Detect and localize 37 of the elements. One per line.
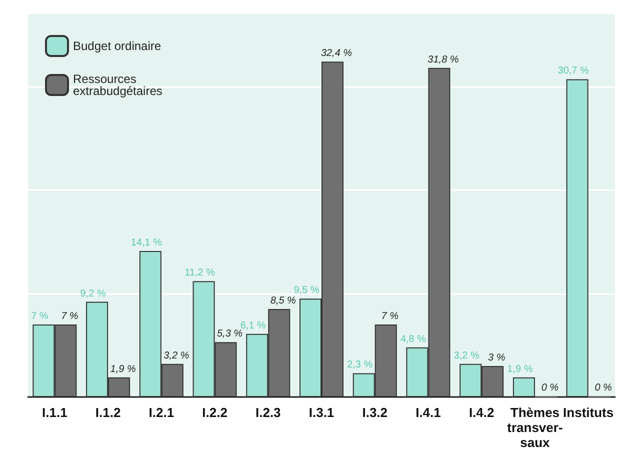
data-label: 3,2 % bbox=[164, 350, 190, 362]
x-tick-label: Instituts bbox=[563, 405, 614, 420]
data-label: 11,2 % bbox=[184, 268, 216, 279]
data-label: 0 % bbox=[594, 382, 612, 394]
bar bbox=[566, 79, 588, 397]
legend-label: Ressources extrabudgétaires bbox=[73, 72, 162, 98]
data-label: 30,7 % bbox=[558, 66, 589, 77]
x-tick-label: I.2.3 bbox=[255, 405, 281, 420]
data-label: 6,1 % bbox=[240, 320, 266, 332]
data-label: 2,3 % bbox=[347, 360, 373, 371]
data-label: 0 % bbox=[541, 382, 559, 394]
x-tick-label: I.4.2 bbox=[468, 405, 494, 420]
x-tick-label: I.1.1 bbox=[42, 405, 68, 420]
data-label: 8,5 % bbox=[270, 296, 296, 307]
data-label: 14,1 % bbox=[130, 238, 162, 249]
data-label: 7 % bbox=[31, 311, 48, 322]
legend-label: Budget ordinaire bbox=[73, 39, 162, 53]
x-tick-label: I.3.2 bbox=[362, 405, 388, 420]
x-tick-label: I.4.1 bbox=[416, 405, 441, 420]
data-label: 31,8 % bbox=[428, 54, 459, 66]
bar bbox=[512, 377, 535, 397]
x-tick-label: I.2.1 bbox=[148, 405, 174, 420]
data-label: 32,4 % bbox=[320, 48, 352, 60]
x-tick-label: I.2.2 bbox=[202, 405, 228, 420]
data-label: 3 % bbox=[488, 352, 506, 364]
data-label: 3,2 % bbox=[454, 350, 480, 362]
data-label: 5,3 % bbox=[216, 328, 243, 340]
data-label: 4,8 % bbox=[400, 334, 426, 345]
data-label: 7 % bbox=[381, 311, 399, 322]
data-label: 1,9 % bbox=[507, 364, 533, 375]
x-tick-label: Thèmes transver- saux bbox=[507, 405, 563, 450]
x-tick-label: I.3.1 bbox=[308, 405, 334, 420]
data-label: 9,2 % bbox=[80, 288, 106, 300]
x-tick-label: I.1.2 bbox=[95, 405, 121, 420]
data-label: 7 % bbox=[61, 311, 78, 322]
data-label: 1,9 % bbox=[110, 364, 136, 375]
data-label: 9,5 % bbox=[294, 285, 320, 296]
